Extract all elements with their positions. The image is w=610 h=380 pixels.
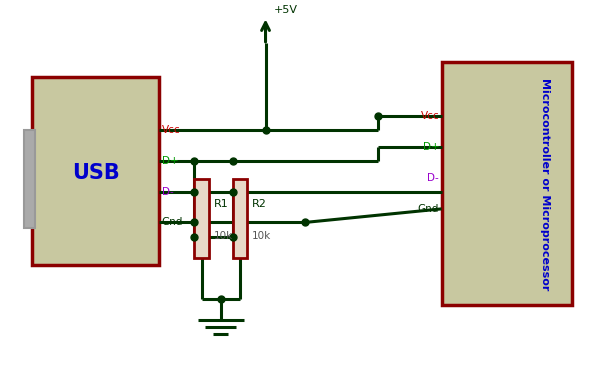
Text: R2: R2 xyxy=(252,199,267,209)
Text: D+: D+ xyxy=(423,142,439,152)
Bar xyxy=(233,179,247,258)
Bar xyxy=(442,62,572,305)
Text: D-: D- xyxy=(162,187,173,196)
Bar xyxy=(195,179,209,258)
Text: Microcontroller or Microprocessor: Microcontroller or Microprocessor xyxy=(540,78,550,291)
Text: +5V: +5V xyxy=(273,5,298,14)
Text: Gnd: Gnd xyxy=(162,217,183,228)
Text: D-: D- xyxy=(428,173,439,182)
Text: D+: D+ xyxy=(162,155,178,166)
Text: R1: R1 xyxy=(214,199,229,209)
Bar xyxy=(24,130,35,228)
Text: Gnd: Gnd xyxy=(418,204,439,214)
Text: Vcc: Vcc xyxy=(420,111,439,122)
Text: 10k: 10k xyxy=(252,231,271,241)
Text: Vcc: Vcc xyxy=(162,125,181,135)
Text: USB: USB xyxy=(71,163,120,183)
Bar xyxy=(32,77,159,266)
Text: 10k: 10k xyxy=(214,231,233,241)
